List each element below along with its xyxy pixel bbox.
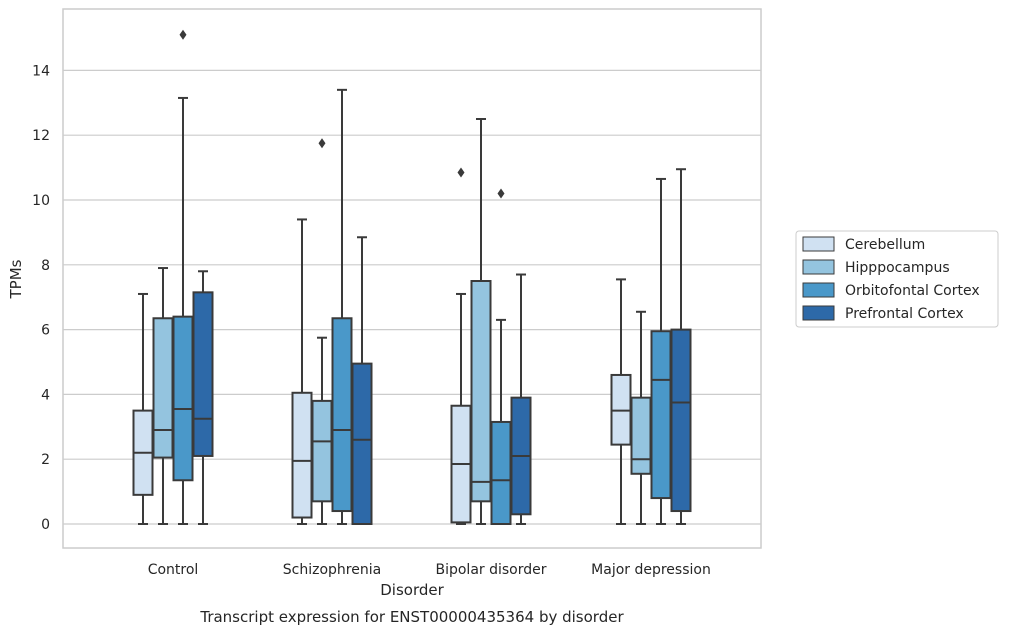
box-1-1 [311, 138, 333, 525]
legend-swatch [802, 282, 835, 298]
box-body [490, 420, 512, 525]
y-tick-label: 8 [41, 258, 50, 274]
box-body [311, 399, 333, 503]
box-body [291, 391, 313, 519]
box-3-3 [670, 168, 692, 525]
x-tick-label: Control [148, 562, 199, 578]
y-tick-label: 14 [32, 63, 50, 79]
legend-label: Orbitofontal Cortex [845, 283, 980, 299]
box-2-1 [331, 88, 353, 525]
y-tick-label: 6 [41, 323, 50, 339]
legend-label: Cerebellum [845, 237, 925, 253]
outlier-point [318, 138, 326, 149]
box-series [132, 29, 692, 525]
box-0-2 [450, 167, 472, 525]
x-tick-label: Bipolar disorder [435, 562, 546, 578]
box-2-0 [172, 29, 194, 525]
box-0-1 [291, 218, 313, 525]
box-0-0 [132, 292, 154, 525]
box-3-2 [510, 273, 532, 525]
legend-label: Prefrontal Cortex [845, 306, 964, 322]
box-0-3 [610, 278, 632, 525]
box-2-2 [490, 188, 512, 525]
y-tick-labels: 0 2 4 6 8 10 12 14 [32, 63, 50, 533]
box-body [192, 291, 214, 457]
box-body [650, 330, 672, 500]
box-3-0 [192, 270, 214, 525]
y-tick-label: 10 [32, 193, 50, 209]
box-body [470, 280, 492, 503]
chart-caption: Transcript expression for ENST0000043536… [199, 608, 624, 626]
legend: Cerebellum Hipppocampus Orbitofontal Corte… [795, 230, 999, 328]
y-axis-label: TPMs [7, 259, 25, 299]
box-body [331, 317, 353, 513]
outlier-point [179, 29, 187, 40]
box-body [172, 315, 194, 482]
plot-frame [62, 8, 762, 549]
outlier-point [457, 167, 465, 178]
y-tick-label: 4 [41, 387, 50, 403]
box-body [351, 362, 373, 525]
x-tick-label: Schizophrenia [283, 562, 381, 578]
legend-swatch [802, 236, 835, 252]
x-axis-label: Disorder [380, 581, 444, 599]
legend-label: Hipppocampus [845, 260, 950, 276]
y-tick-label: 2 [41, 452, 50, 468]
outlier-point [497, 188, 505, 199]
box-1-2 [470, 118, 492, 525]
box-1-3 [630, 310, 652, 525]
box-1-0 [152, 267, 174, 525]
y-tick-label: 12 [32, 128, 50, 144]
x-tick-label: Major depression [591, 562, 711, 578]
legend-swatch [802, 259, 835, 275]
box-body [152, 317, 174, 459]
legend-frame [795, 230, 999, 328]
y-tick-label: 0 [41, 517, 50, 533]
legend-swatch [802, 305, 835, 321]
box-body [630, 396, 652, 475]
x-tick-labels: Control Schizophrenia Bipolar disorder Majo… [148, 562, 711, 578]
box-2-3 [650, 177, 672, 525]
box-body [670, 328, 692, 513]
box-3-1 [351, 236, 373, 525]
